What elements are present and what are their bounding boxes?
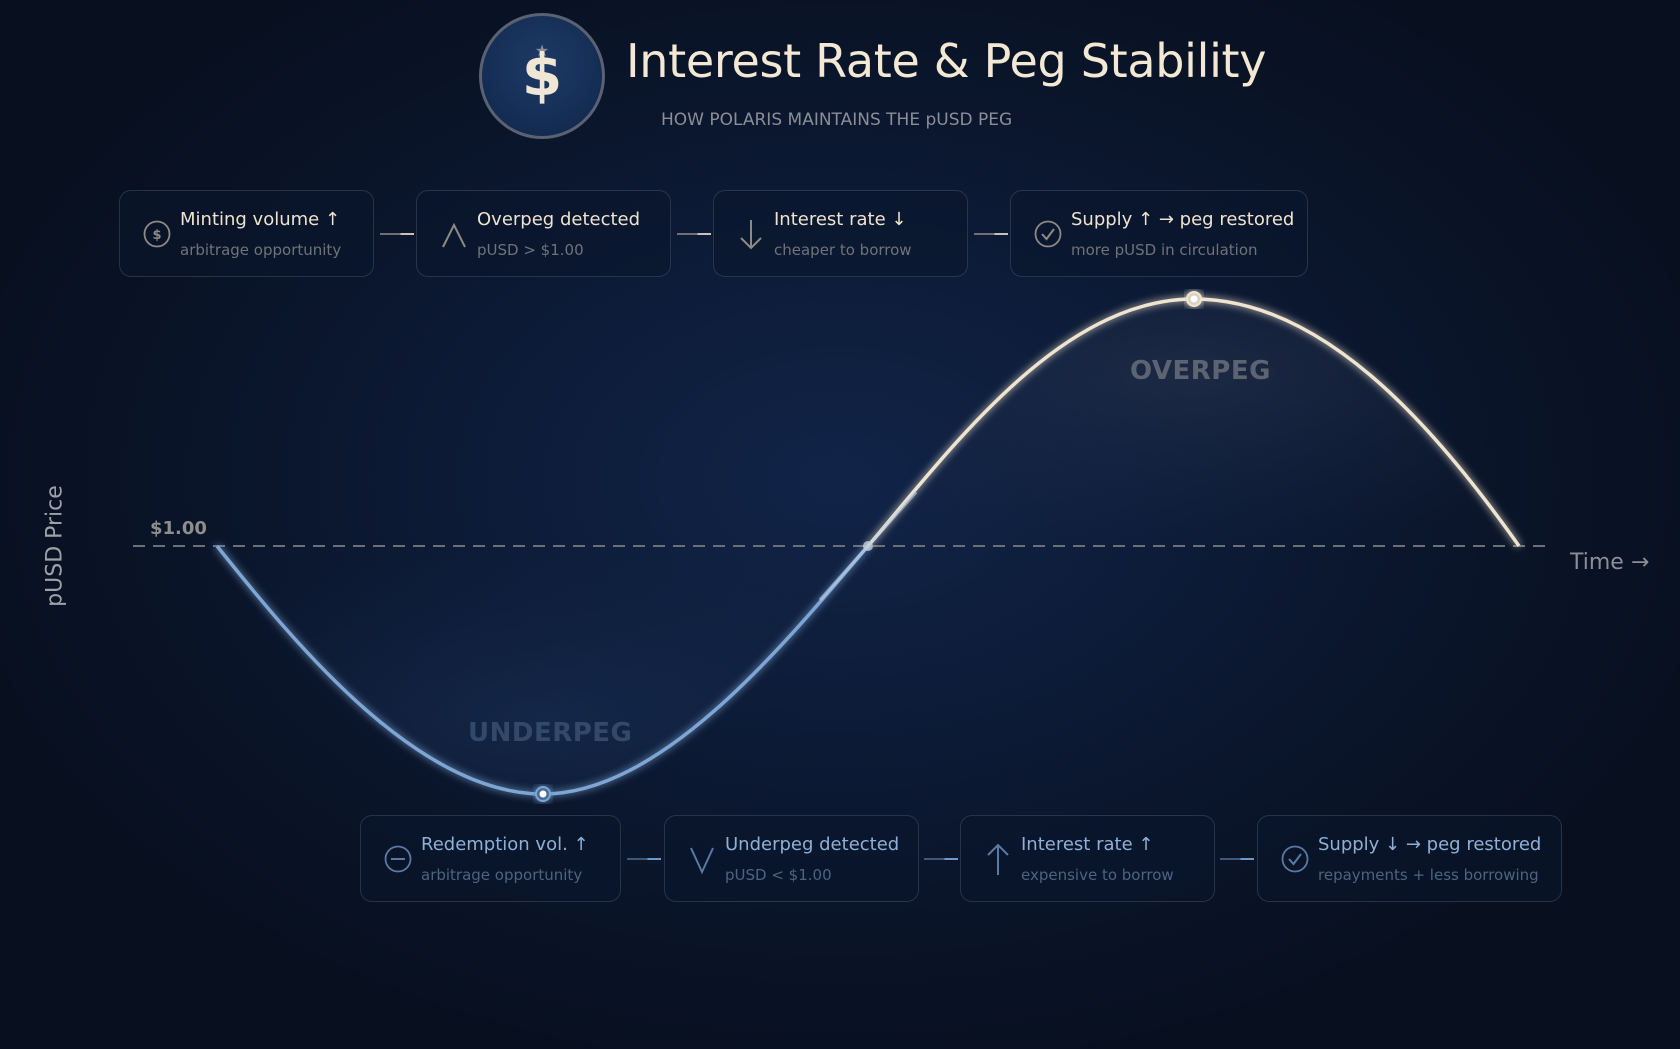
dollar-circle-icon: $ <box>143 220 171 248</box>
svg-text:$: $ <box>152 228 161 243</box>
card-title: Overpeg detected <box>477 209 641 230</box>
flow-connector <box>1220 858 1254 860</box>
overpeg-area <box>868 299 1519 546</box>
flow-card-interest-rate-down: Interest rate ↓ cheaper to borrow <box>713 190 968 277</box>
card-title: Interest rate ↑ <box>1021 834 1154 855</box>
flow-connector <box>380 233 414 235</box>
arrow-down-icon <box>740 220 762 250</box>
flow-card-minting-volume: $ Minting volume ↑ arbitrage opportunity <box>119 190 374 277</box>
flow-card-interest-rate-up: Interest rate ↑ expensive to borrow <box>960 815 1215 902</box>
card-title: Redemption vol. ↑ <box>421 834 589 855</box>
card-title: Supply ↑ → peg restored <box>1071 209 1295 230</box>
flow-connector <box>974 233 1008 235</box>
flow-card-supply-down: Supply ↓ → peg restored repayments + les… <box>1257 815 1562 902</box>
card-subtitle: pUSD > $1.00 <box>477 241 584 259</box>
card-title: Underpeg detected <box>725 834 900 855</box>
caret-down-icon <box>690 847 714 875</box>
flow-card-underpeg-detected: Underpeg detected pUSD < $1.00 <box>664 815 919 902</box>
page-title: Interest Rate & Peg Stability <box>626 34 1267 88</box>
card-subtitle: pUSD < $1.00 <box>725 866 832 884</box>
logo: ★ $ <box>479 13 605 139</box>
card-subtitle: more pUSD in circulation <box>1071 241 1258 259</box>
card-title: Interest rate ↓ <box>774 209 907 230</box>
card-subtitle: expensive to borrow <box>1021 866 1174 884</box>
y-axis-label: pUSD Price <box>42 485 68 607</box>
card-subtitle: cheaper to borrow <box>774 241 912 259</box>
card-subtitle: arbitrage opportunity <box>180 241 342 259</box>
card-title: Minting volume ↑ <box>180 209 341 230</box>
x-axis-label: Time → <box>1570 550 1650 575</box>
flow-card-supply-up: Supply ↑ → peg restored more pUSD in cir… <box>1010 190 1308 277</box>
minus-circle-icon <box>384 845 412 873</box>
overpeg-label: OVERPEG <box>1130 356 1271 386</box>
card-subtitle: repayments + less borrowing <box>1318 866 1539 884</box>
flow-card-redemption-volume: Redemption vol. ↑ arbitrage opportunity <box>360 815 621 902</box>
arrow-up-icon <box>987 843 1009 875</box>
flow-connector <box>677 233 711 235</box>
peg-label: $1.00 <box>150 518 207 539</box>
flow-connector <box>627 858 661 860</box>
check-circle-icon <box>1281 845 1309 873</box>
underpeg-label: UNDERPEG <box>468 718 633 748</box>
check-circle-icon <box>1034 220 1062 248</box>
flow-connector <box>924 858 958 860</box>
caret-up-icon <box>442 222 466 248</box>
page-subtitle: HOW POLARIS MAINTAINS THE pUSD PEG <box>661 110 1013 130</box>
underpeg-area <box>217 546 868 794</box>
crossing-marker <box>863 541 873 551</box>
dollar-icon: $ <box>521 41 563 109</box>
card-title: Supply ↓ → peg restored <box>1318 834 1542 855</box>
card-subtitle: arbitrage opportunity <box>421 866 583 884</box>
flow-card-overpeg-detected: Overpeg detected pUSD > $1.00 <box>416 190 671 277</box>
star-icon: ★ <box>534 41 550 60</box>
